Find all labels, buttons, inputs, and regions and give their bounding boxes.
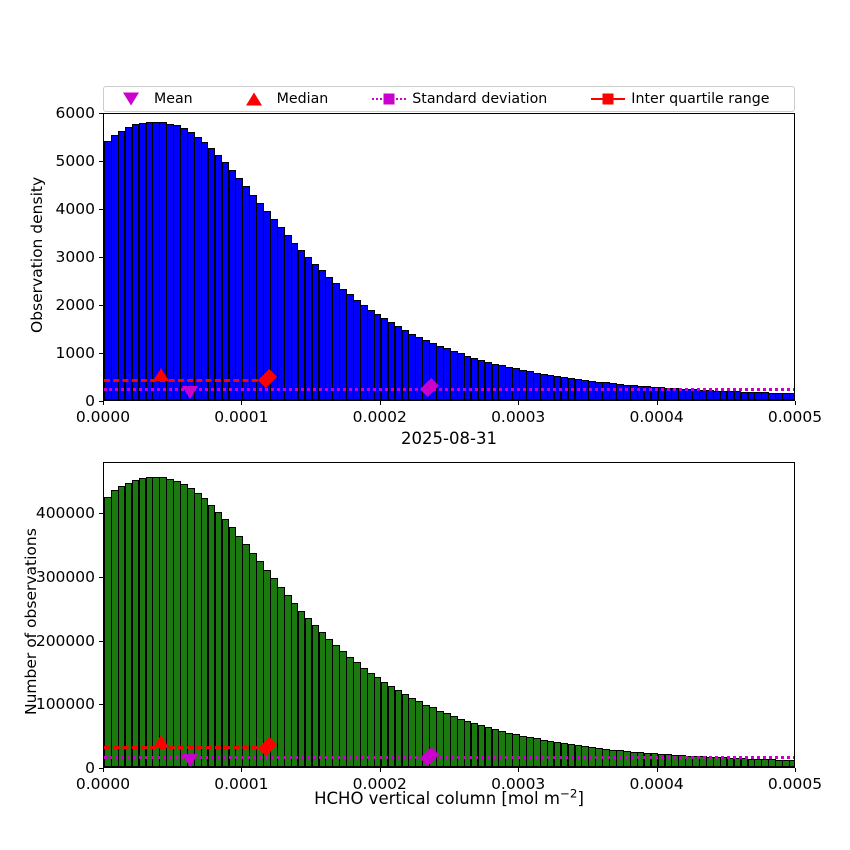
x-tick (103, 401, 105, 405)
x-tick-label: 0.0001 (214, 775, 269, 793)
y-tick-label: 200000 (35, 631, 95, 650)
y-tick-label: 0 (85, 392, 95, 410)
std-dev-line (104, 756, 794, 760)
y-tick (99, 113, 103, 115)
y-tick-label: 0 (85, 759, 95, 777)
y-tick (99, 704, 103, 706)
legend-label-median: Median (276, 91, 329, 107)
median-marker (152, 367, 169, 381)
x-tick (241, 401, 243, 405)
y-tick-label: 5000 (55, 152, 95, 170)
x-axis-label-close: ] (577, 789, 584, 808)
legend-label-iqr: Inter quartile range (631, 91, 770, 107)
mean-marker-icon (114, 89, 148, 109)
median-marker-icon (237, 89, 271, 109)
x-tick-label: 0.0005 (767, 775, 823, 793)
mean-marker (181, 754, 198, 767)
legend-entry-median: Median (193, 87, 329, 111)
y-tick (99, 161, 103, 163)
x-tick-label: 0.0002 (352, 775, 407, 793)
y-tick (99, 768, 103, 770)
y-tick-label: 3000 (55, 248, 95, 266)
y-tick-label: 400000 (35, 504, 95, 522)
y-tick-label: 1000 (55, 344, 95, 362)
y-tick-label: 300000 (35, 567, 95, 586)
x-tick-label: 0.0000 (75, 775, 131, 793)
y-axis-label-top: Observation density (28, 176, 46, 333)
legend-entry-std-dev: Standard deviation (328, 87, 547, 111)
x-tick (656, 401, 658, 405)
x-tick (795, 401, 797, 405)
legend-entry-iqr: Inter quartile range (547, 87, 770, 111)
y-tick (99, 576, 103, 578)
y-tick-label: 6000 (55, 104, 95, 122)
x-tick (518, 401, 520, 405)
x-tick-label: 0.0001 (214, 408, 269, 426)
y-tick (99, 640, 103, 642)
y-tick (99, 353, 103, 355)
x-tick-label: 0.0000 (75, 408, 131, 426)
number-of-observations-plot (103, 462, 795, 768)
histogram-bar (789, 393, 794, 400)
y-tick-label: 100000 (35, 695, 95, 714)
histogram-bar (789, 759, 794, 767)
std-dev-line (104, 387, 794, 391)
median-marker (152, 735, 169, 749)
y-axis-label-bottom: Number of observations (22, 528, 40, 715)
x-tick-label: 0.0004 (629, 408, 684, 426)
x-axis-label-exponent: −2 (559, 786, 578, 801)
iqr-marker-icon (591, 89, 626, 109)
x-axis-label: HCHO vertical column [mol m−2] (314, 786, 584, 808)
y-tick (99, 401, 103, 403)
y-tick-label: 4000 (55, 200, 95, 218)
x-tick (379, 401, 381, 405)
std-dev-marker-icon (372, 89, 407, 109)
x-tick-label: 0.0004 (629, 775, 684, 793)
y-tick (99, 257, 103, 259)
x-axis-label-text: HCHO vertical column [mol m (314, 789, 560, 808)
x-tick-label: 0.0005 (767, 408, 823, 426)
x-tick (379, 768, 381, 772)
legend-label-std-dev: Standard deviation (412, 91, 548, 107)
iqr-line (104, 746, 268, 750)
histogram-bars-blue (104, 114, 794, 400)
x-tick-label: 0.0003 (491, 408, 546, 426)
x-tick-label: 0.0003 (491, 775, 546, 793)
y-tick (99, 209, 103, 211)
mean-marker (181, 385, 198, 399)
x-tick (795, 768, 797, 772)
x-tick (518, 768, 520, 772)
x-tick (656, 768, 658, 772)
x-tick (103, 768, 105, 772)
y-tick-label: 2000 (55, 296, 95, 314)
iqr-line (104, 378, 268, 382)
x-tick-label: 0.0002 (352, 408, 407, 426)
chart-legend: Mean Median Standard deviation Inter qua… (103, 86, 795, 112)
histogram-bars-green (104, 463, 794, 767)
chart-title: 2025-08-31 (401, 429, 497, 448)
legend-entry-mean: Mean (104, 87, 193, 111)
y-tick (99, 513, 103, 515)
legend-label-mean: Mean (154, 91, 193, 107)
x-tick (241, 768, 243, 772)
observation-density-plot (103, 113, 795, 401)
y-tick (99, 305, 103, 307)
